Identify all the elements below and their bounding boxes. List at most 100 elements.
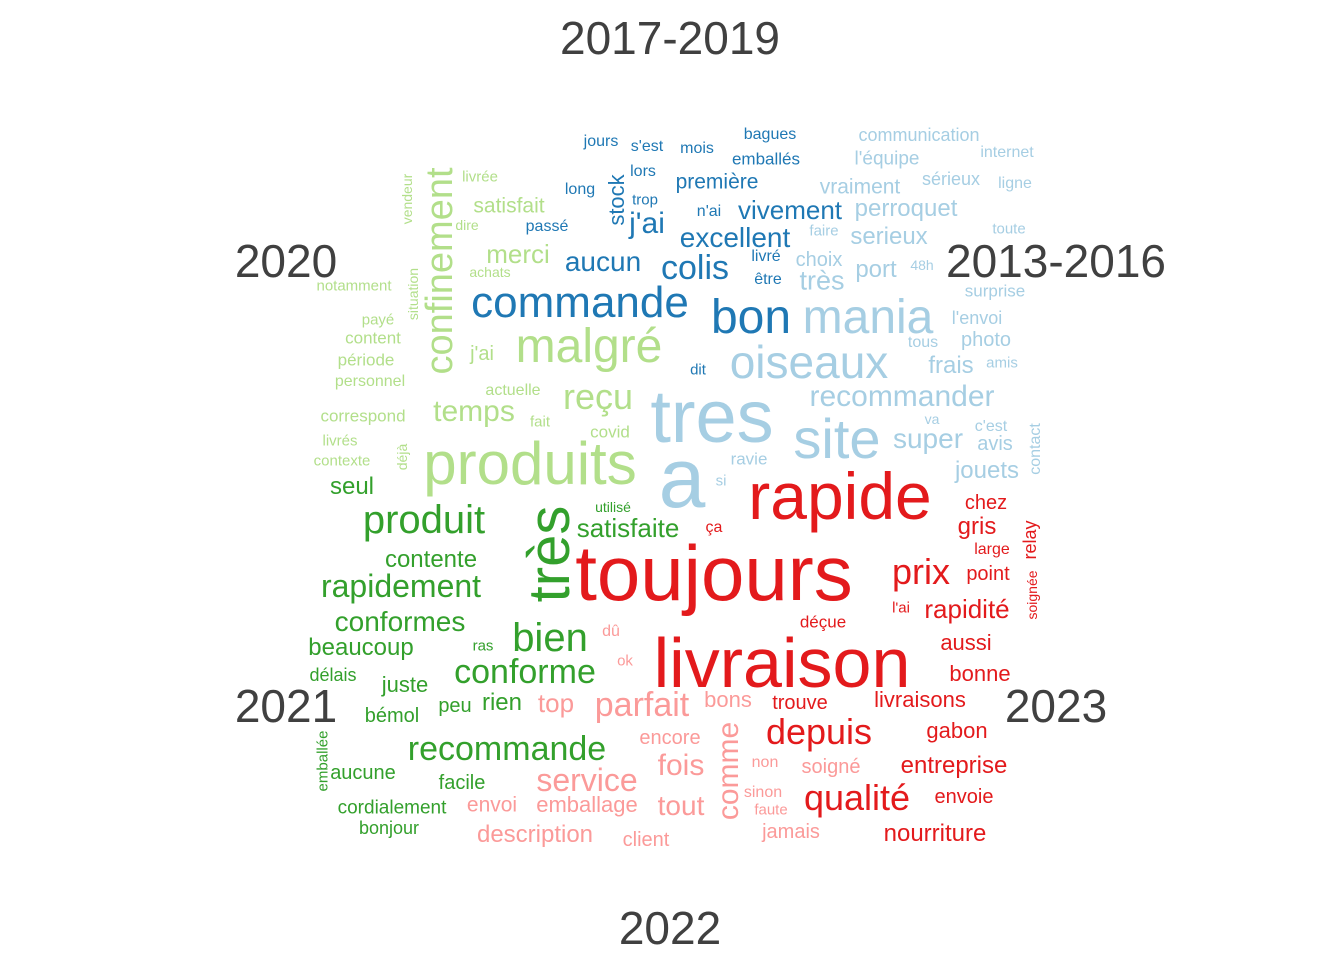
word-19: livré [751, 248, 781, 265]
word-52: contact [1027, 423, 1044, 475]
word-48: amis [986, 354, 1018, 372]
word-5: j'ai [629, 207, 665, 240]
word-22: tres [650, 375, 774, 458]
word-84: rapidement [320, 568, 482, 604]
word-122: ok [617, 652, 633, 670]
word-109: comme [712, 721, 745, 821]
word-102: cordialement [337, 797, 447, 819]
word-130: entreprise [900, 752, 1008, 779]
word-88: satisfaite [576, 513, 680, 543]
word-96: délais [309, 665, 357, 685]
word-92: juste [381, 672, 429, 697]
word-53: jouets [954, 457, 1020, 484]
word-60: temps [433, 395, 515, 428]
group-label-2022: 2022 [618, 902, 722, 954]
word-144: l'ai [892, 599, 910, 617]
word-81: très [517, 505, 582, 603]
word-124: livraison [653, 624, 911, 702]
word-40: faire [809, 222, 839, 240]
word-68: situation [405, 267, 421, 321]
word-105: service [536, 762, 638, 798]
word-11: mois [680, 140, 714, 157]
word-95: rien [481, 689, 523, 716]
word-93: bémol [364, 705, 420, 727]
word-142: large [974, 541, 1010, 558]
word-25: mania [802, 291, 934, 344]
word-66: dire [455, 217, 479, 233]
word-12: bagues [743, 126, 797, 143]
word-34: communication [858, 125, 980, 145]
word-132: livraisons [874, 687, 966, 712]
word-2: colis [660, 249, 730, 287]
word-94: peu [438, 695, 472, 717]
word-99: emballée [314, 730, 332, 792]
group-label-2020: 2020 [234, 235, 338, 287]
word-59: reçu [562, 376, 634, 417]
word-111: encore [639, 727, 701, 749]
word-62: satisfait [473, 194, 545, 218]
word-63: j'ai [470, 343, 494, 365]
word-112: envoi [466, 793, 518, 817]
word-121: dû [602, 623, 620, 640]
word-67: achats [469, 264, 511, 280]
word-3: excellent [679, 222, 791, 253]
word-23: a [658, 431, 706, 525]
word-101: facile [438, 772, 486, 794]
word-41: choix [795, 249, 843, 271]
word-85: conforme [454, 653, 596, 691]
word-72: période [337, 350, 395, 370]
word-103: bonjour [358, 818, 420, 838]
group-label-2013-2016: 2013-2016 [946, 235, 1166, 287]
word-50: c'est [974, 418, 1008, 435]
word-6: vivement [737, 195, 843, 225]
word-108: tout [657, 790, 705, 821]
word-15: long [564, 181, 596, 198]
word-133: gris [957, 513, 997, 540]
word-46: tous [907, 334, 939, 351]
word-125: rapide [748, 459, 932, 533]
group-label-2017-2019: 2017-2019 [560, 12, 780, 64]
word-139: trouve [772, 692, 828, 714]
word-89: contente [384, 546, 478, 573]
word-131: nourriture [883, 820, 987, 847]
word-64: livrée [462, 168, 498, 186]
word-114: description [476, 821, 594, 848]
word-29: très [799, 265, 845, 296]
word-44: l'envoi [951, 308, 1003, 328]
word-4: aucun [564, 246, 642, 277]
word-134: point [966, 563, 1010, 585]
word-38: ligne [998, 175, 1032, 192]
word-58: confinement [419, 167, 461, 375]
word-146: ça [705, 519, 723, 536]
word-54: ravie [730, 449, 768, 469]
word-13: emballés [731, 149, 801, 169]
word-127: qualité [803, 777, 911, 818]
word-47: frais [928, 352, 974, 379]
word-86: recommande [407, 730, 607, 768]
word-10: s'est [630, 138, 664, 155]
word-26: oiseaux [729, 336, 889, 388]
word-98: utilisé [595, 499, 631, 515]
word-123: toujours [575, 529, 853, 617]
word-7: stock [604, 174, 629, 226]
word-90: beaucoup [308, 634, 414, 661]
word-20: être [754, 271, 782, 288]
word-8: première [675, 170, 759, 194]
word-117: jamais [762, 821, 820, 843]
word-17: passé [525, 218, 569, 235]
word-28: super [892, 423, 964, 454]
word-77: covid [590, 422, 630, 442]
word-145: déçue [799, 612, 847, 632]
word-79: déjà [394, 443, 410, 471]
word-104: parfait [594, 686, 690, 724]
word-138: envoie [934, 786, 994, 808]
word-16: trop [632, 191, 658, 209]
word-49: va [924, 411, 940, 427]
word-75: correspond [320, 406, 406, 426]
word-14: lors [630, 163, 656, 180]
word-27: recommander [809, 380, 995, 413]
word-100: aucune [330, 762, 396, 784]
word-91: seul [329, 473, 375, 500]
word-69: notamment [316, 277, 392, 295]
